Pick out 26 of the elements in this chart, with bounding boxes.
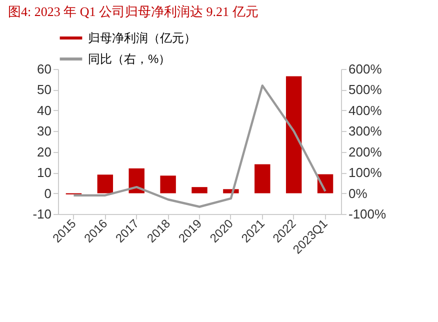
y2-tick-label: 600% bbox=[348, 62, 382, 76]
line-series bbox=[72, 84, 326, 208]
y2-tick-label: 200% bbox=[348, 144, 382, 160]
y-tick-label: -10 bbox=[32, 206, 52, 222]
legend-label: 归母净利润（亿元） bbox=[88, 31, 196, 45]
bar bbox=[192, 187, 208, 194]
y-tick-label: 40 bbox=[37, 102, 52, 118]
y2-tick-label: 500% bbox=[348, 82, 382, 98]
chart-title: 图4: 2023 年 Q1 公司归母净利润达 9.21 亿元 bbox=[8, 4, 258, 19]
bar bbox=[97, 174, 114, 194]
y-tick-label: 0 bbox=[44, 186, 52, 201]
y2-tick-label: 0% bbox=[348, 186, 368, 201]
bar bbox=[286, 76, 302, 194]
y2-tick-label: 100% bbox=[348, 165, 382, 180]
y-tick-label: 50 bbox=[37, 82, 52, 98]
y-tick-label: 30 bbox=[37, 124, 52, 139]
y-tick-label: 60 bbox=[37, 62, 52, 76]
y2-tick-label: -100% bbox=[348, 206, 387, 222]
y-tick-label: 20 bbox=[37, 144, 52, 160]
y2-tick-label: 400% bbox=[348, 102, 382, 118]
y2-tick-label: 300% bbox=[348, 124, 382, 139]
bar bbox=[254, 164, 270, 194]
bar bbox=[128, 168, 144, 194]
y-tick-label: 10 bbox=[37, 165, 52, 180]
legend-label: 同比（右，%） bbox=[88, 52, 171, 66]
bar bbox=[160, 176, 176, 194]
